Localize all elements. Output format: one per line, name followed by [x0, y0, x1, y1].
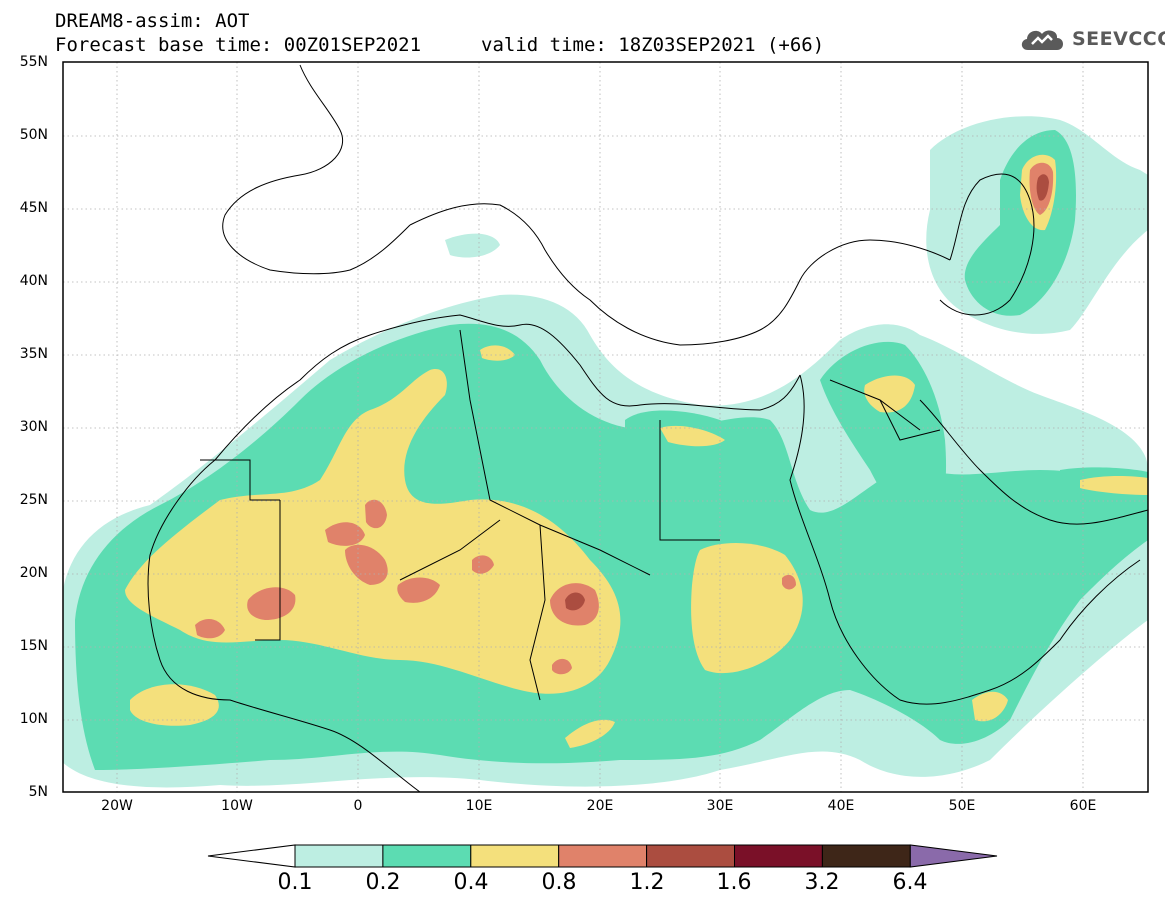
lon-label: 50E [948, 798, 976, 814]
lat-label: 25N [19, 492, 48, 508]
lon-label: 0 [353, 798, 363, 814]
lat-label: 35N [19, 346, 48, 362]
colorbar-swatch [821, 844, 911, 868]
lat-label: 10N [19, 711, 48, 727]
colorbar-label: 3.2 [804, 870, 840, 895]
forecast-base-time: Forecast base time: 00Z01SEP2021 [55, 34, 422, 56]
aot-level-1.2 [565, 592, 585, 611]
cloud-icon [1021, 30, 1063, 50]
colorbar-label: 1.6 [716, 870, 752, 895]
lon-label: 10W [221, 798, 253, 814]
colorbar-label: 0.1 [277, 870, 313, 895]
aot-level-0.4 [660, 425, 725, 447]
colorbar-label: 0.4 [453, 870, 489, 895]
lon-label: 20W [101, 798, 133, 814]
aot-level-0.4 [864, 375, 915, 413]
lon-label: 20E [586, 798, 614, 814]
colorbar-swatch [646, 844, 735, 868]
colorbar-label: 6.4 [892, 870, 928, 895]
lat-label: 5N [28, 784, 48, 800]
valid-time: valid time: 18Z03SEP2021 (+66) [481, 34, 825, 56]
colorbar-label: 0.8 [541, 870, 577, 895]
aot-level-0.2 [820, 341, 947, 526]
colorbar-swatch [294, 844, 384, 868]
aot-level-0.8 [472, 555, 494, 574]
aot-level-0.8 [345, 544, 388, 585]
colorbar-label: 0.2 [365, 870, 401, 895]
colorbar-label: 1.2 [629, 870, 665, 895]
aot-level-0.8 [782, 574, 796, 590]
aot-level-1.2 [1036, 174, 1049, 201]
colorbar-swatch [382, 844, 472, 868]
logo-text: SEEVCCC [1072, 28, 1165, 50]
aot-level-0.8 [195, 618, 225, 639]
colorbar-over-triangle [909, 844, 998, 868]
colorbar-swatch [470, 844, 560, 868]
aot-level-0.4 [125, 369, 621, 694]
lat-label: 55N [19, 54, 48, 70]
lon-label: 10E [465, 798, 493, 814]
aot-level-0.8 [247, 587, 296, 620]
coastlines [147, 64, 1148, 792]
aot-level-0.8 [397, 577, 440, 603]
aot-level-0.8 [325, 522, 365, 546]
lat-label: 50N [19, 127, 48, 143]
aot-level-0.4 [691, 543, 803, 674]
aot-level-0.4 [1080, 475, 1148, 495]
seevccc-logo: SEEVCCC [1018, 24, 1165, 54]
colorbar-swatch [558, 844, 648, 868]
chart-title: DREAM8-assim: AOT [55, 10, 250, 32]
aot-level-0.4 [480, 345, 515, 361]
lat-label: 30N [19, 419, 48, 435]
colorbar-swatch [734, 844, 823, 868]
colorbar-boxes [207, 844, 998, 868]
lon-label: 40E [827, 798, 855, 814]
aot-level-0.8 [552, 658, 572, 675]
aot-contours [63, 116, 1148, 788]
lon-label: 30E [706, 798, 734, 814]
lat-label: 45N [19, 200, 48, 216]
aot-level-0.4 [972, 691, 1008, 722]
lat-label: 15N [19, 638, 48, 654]
aot-level-0.2 [75, 323, 1148, 770]
colorbar-under-triangle [207, 844, 296, 868]
aot-level-0.8 [365, 499, 387, 529]
aot-level-0.4 [565, 719, 615, 748]
lon-label: 60E [1069, 798, 1097, 814]
lat-label: 20N [19, 565, 48, 581]
map-frame [62, 61, 1149, 793]
lat-label: 40N [19, 273, 48, 289]
aot-level-0.1 [445, 233, 500, 258]
